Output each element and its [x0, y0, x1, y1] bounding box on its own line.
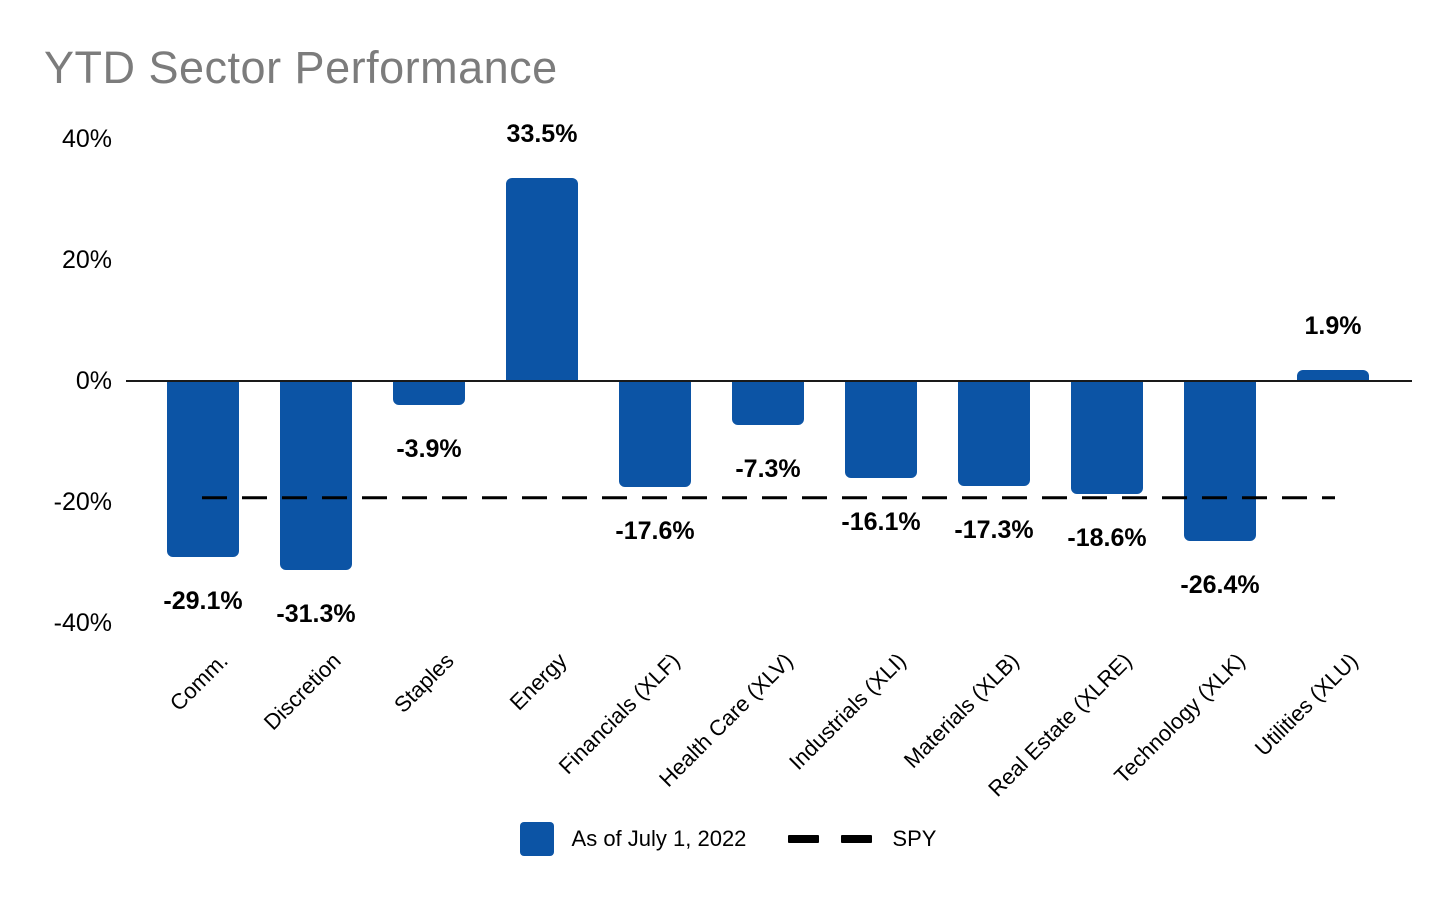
value-label: -29.1%: [163, 587, 243, 616]
bar-materials-xlb: [958, 381, 1030, 486]
y-tick-label: -20%: [53, 488, 112, 516]
legend-bar-swatch: [519, 822, 554, 856]
y-tick-label: 0%: [75, 367, 112, 395]
bar-energy: [506, 178, 578, 381]
bar-comm: [167, 381, 239, 558]
y-tick-label: -40%: [53, 609, 112, 637]
bar-discretion: [280, 381, 352, 571]
legend: As of July 1, 2022 SPY: [0, 822, 1456, 856]
value-label: -3.9%: [396, 434, 462, 463]
value-label: -26.4%: [1180, 570, 1260, 599]
bar-utilities-xlu: [1297, 369, 1369, 381]
value-label: 33.5%: [506, 120, 578, 149]
value-label: -7.3%: [735, 455, 801, 484]
bar-industrials-xli: [845, 381, 917, 479]
bar-health-care-xlv: [732, 381, 804, 426]
legend-dash-segment: [788, 835, 820, 843]
bar-financials-xlf: [619, 381, 691, 488]
value-label: -17.6%: [615, 517, 695, 546]
y-tick-label: 20%: [61, 246, 112, 274]
bar-technology-xlk: [1184, 381, 1256, 541]
legend-dash-segment: [841, 835, 873, 843]
zero-baseline: [126, 380, 1412, 382]
legend-date-label: As of July 1, 2022: [571, 826, 747, 851]
value-label: -31.3%: [276, 600, 356, 629]
value-label: 1.9%: [1304, 311, 1362, 340]
bar-staples: [393, 381, 465, 405]
legend-spy-label: SPY: [892, 826, 937, 851]
bar-real-estate-xlre: [1071, 381, 1143, 494]
value-label: -18.6%: [1067, 523, 1147, 552]
value-label: -17.3%: [954, 515, 1034, 544]
y-tick-label: 40%: [61, 125, 112, 153]
value-label: -16.1%: [841, 508, 921, 537]
legend-dashed-line-icon: [788, 835, 873, 843]
chart-title: YTD Sector Performance: [44, 42, 558, 93]
